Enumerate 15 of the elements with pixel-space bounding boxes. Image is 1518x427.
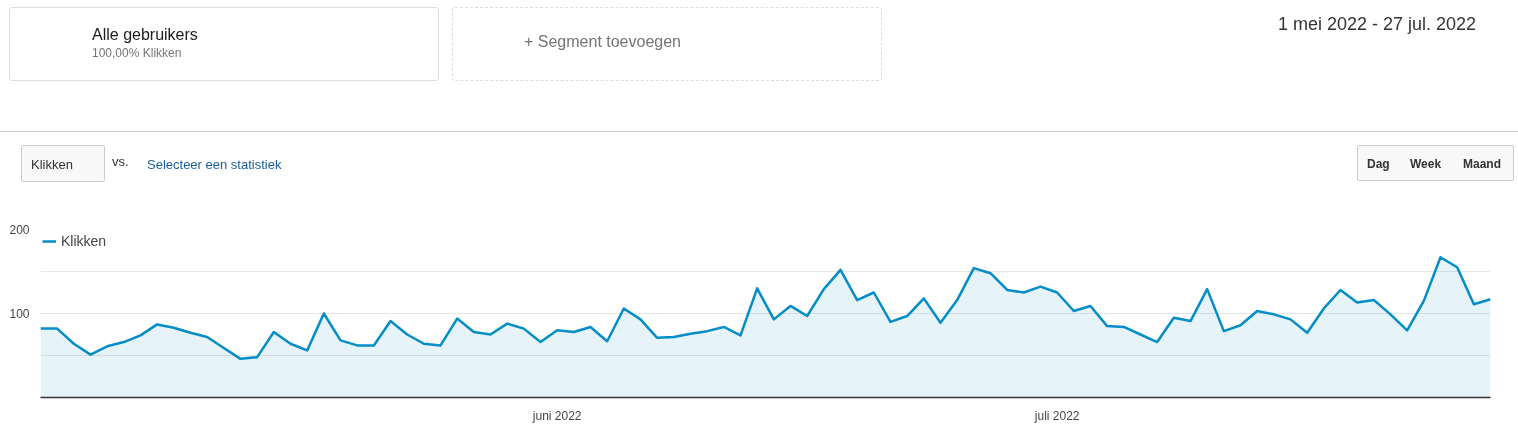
x-tick-label: juli 2022: [1033, 408, 1080, 423]
text: Alle gebruikers: [92, 25, 198, 45]
text: Klikken: [31, 156, 73, 174]
text: Week: [1410, 156, 1442, 173]
text: + Segment toevoegen: [524, 32, 682, 52]
text: Dag: [1367, 156, 1390, 173]
text: 100,00% Klikken: [92, 45, 182, 62]
text: Maand: [1463, 156, 1502, 173]
text: vs.: [112, 153, 129, 171]
y-tick-label: 100: [9, 307, 30, 321]
legend-label: Klikken: [61, 233, 107, 249]
y-tick-label: 200: [9, 223, 30, 237]
text: Selecteer een statistiek: [147, 156, 282, 174]
x-tick-label: juni 2022: [531, 408, 582, 423]
text: 1 mei 2022 - 27 jul. 2022: [1278, 13, 1477, 36]
